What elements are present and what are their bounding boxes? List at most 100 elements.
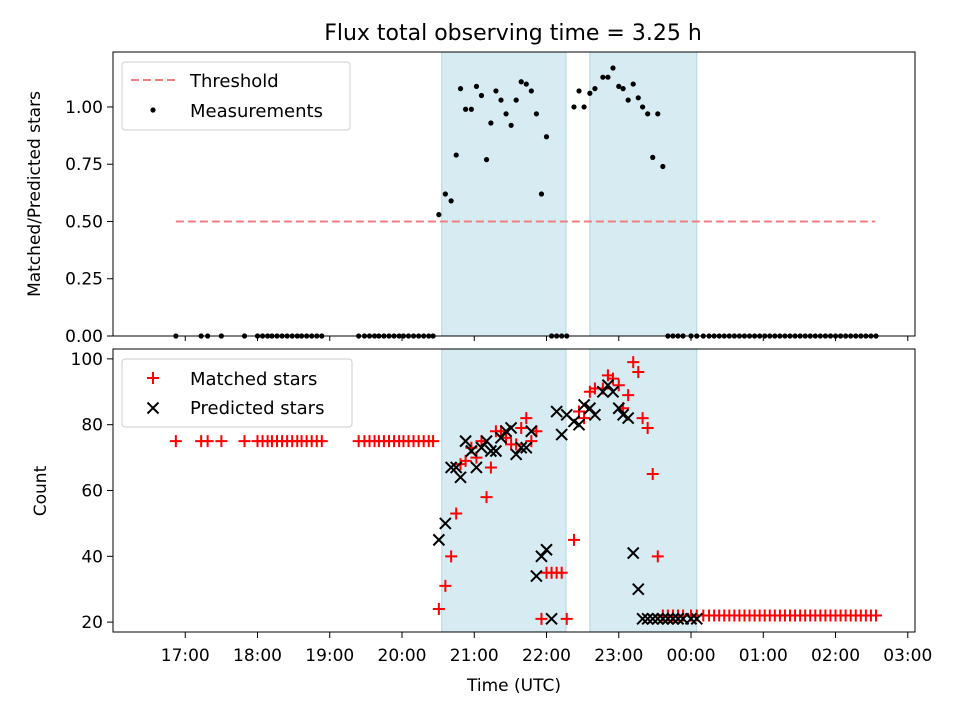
bottom-panel: 20 40 60 80 100 17:00 18:00 19:00 20:00 21:00 22:… — [31, 348, 932, 696]
measurement-point — [587, 90, 593, 96]
predicted-star-point — [596, 385, 610, 398]
measurement-point — [620, 86, 626, 92]
measurement-point — [576, 88, 582, 94]
measurement-point — [448, 198, 454, 204]
measurement-point — [468, 106, 474, 112]
shaded-region-1 — [441, 348, 567, 633]
predicted-star-point — [555, 428, 568, 441]
measurement-point — [478, 92, 485, 99]
legend-predicted-swatch — [146, 401, 160, 415]
matched-star-point — [238, 435, 251, 448]
chart-title: Flux total observing time = 3.25 h — [324, 21, 702, 46]
predicted-star-point — [671, 612, 685, 626]
x-tick-label: 01:00 — [739, 646, 788, 666]
y-tick-label: 60 — [81, 482, 103, 502]
predicted-star-point — [661, 612, 675, 626]
count-points — [169, 356, 882, 626]
bottom-y-axis-label: Count — [31, 465, 51, 516]
x-tick-label: 23:00 — [594, 646, 643, 666]
matched-star-point — [641, 421, 654, 434]
matched-star-point — [515, 421, 528, 434]
matched-star-point — [315, 435, 328, 448]
matched-star-point — [525, 435, 538, 448]
matched-star-point — [510, 438, 523, 451]
predicted-star-point — [606, 385, 620, 398]
top-axes-frame — [112, 51, 916, 337]
predicted-star-point — [459, 434, 472, 448]
y-tick-label: 20 — [81, 613, 103, 633]
matched-star-point — [215, 435, 228, 448]
y-tick-label: 100 — [71, 350, 103, 370]
legend-threshold-label: Threshold — [189, 71, 279, 92]
x-tick-label: 17:00 — [161, 646, 210, 666]
x-axis-label: Time (UTC) — [466, 676, 561, 696]
predicted-star-point — [612, 402, 625, 415]
measurement-point — [462, 106, 469, 112]
measurement-point — [645, 111, 651, 117]
measurement-point — [543, 134, 550, 140]
y-tick-label: 0.00 — [65, 327, 103, 347]
predicted-star-point — [465, 444, 478, 458]
bottom-legend: Matched stars Predicted stars — [121, 358, 353, 428]
predicted-star-point — [470, 461, 483, 474]
predicted-star-point — [646, 612, 659, 626]
x-tick-label: 21:00 — [450, 646, 499, 666]
measurement-point — [442, 191, 448, 197]
measurement-point — [610, 65, 616, 71]
matched-star-point — [632, 366, 645, 379]
measurement-point — [660, 163, 666, 170]
x-tick-label: 19:00 — [305, 646, 354, 666]
predicted-star-point — [530, 569, 543, 583]
matched-star-point — [612, 379, 625, 392]
bottom-y-ticks: 20 40 60 80 100 — [71, 350, 113, 633]
x-tick-label: 22:00 — [522, 646, 571, 666]
matched-star-point — [651, 550, 664, 563]
predicted-star-point — [641, 612, 654, 626]
measurement-point — [600, 74, 606, 80]
shaded-region-2 — [589, 348, 698, 633]
legend-matched-swatch — [147, 372, 159, 384]
measurement-point — [571, 104, 577, 110]
top-legend-box — [121, 61, 351, 131]
measurement-point — [635, 95, 641, 101]
matched-star-point — [459, 454, 472, 467]
measurement-point — [513, 97, 519, 103]
predicted-star-point — [489, 444, 503, 458]
top-panel: Flux total observing time = 3.25 h 0.00 0… — [25, 21, 916, 347]
measurement-point — [453, 152, 459, 158]
measurement-point — [605, 74, 611, 80]
measurement-point — [508, 122, 514, 128]
y-tick-label: 0.50 — [65, 212, 103, 232]
predicted-star-point — [509, 448, 523, 461]
measurement-point — [457, 86, 464, 92]
legend-measurements-label: Measurements — [190, 101, 323, 122]
legend-predicted-label: Predicted stars — [190, 398, 324, 419]
matched-star-point — [622, 389, 635, 402]
predicted-star-point — [444, 461, 458, 474]
matched-star-point — [555, 566, 568, 579]
measurement-point — [650, 154, 656, 160]
x-tick-label: 03:00 — [883, 646, 932, 666]
measurement-point — [533, 111, 539, 117]
top-y-axis-label: Matched/Predicted stars — [25, 91, 45, 297]
predicted-star-point — [583, 402, 597, 415]
measurement-point — [581, 104, 587, 110]
predicted-star-point — [656, 612, 670, 626]
predicted-star-point — [475, 441, 488, 454]
matched-star-point — [636, 412, 649, 425]
legend-matched-label: Matched stars — [190, 369, 317, 390]
predicted-star-point — [540, 543, 553, 556]
x-tick-label: 20:00 — [378, 646, 427, 666]
predicted-star-point — [632, 583, 645, 596]
predicted-star-point — [690, 612, 704, 626]
measurement-point — [528, 88, 534, 94]
predicted-star-point — [432, 533, 446, 547]
measurement-point — [523, 81, 529, 87]
top-legend: Threshold Measurements — [121, 61, 351, 131]
top-shaded-regions — [441, 51, 698, 337]
x-tick-label: 18:00 — [233, 646, 282, 666]
y-tick-label: 0.75 — [65, 155, 103, 175]
measurement-point — [518, 79, 524, 85]
predicted-star-point — [484, 444, 498, 458]
matched-star-point — [480, 491, 493, 504]
